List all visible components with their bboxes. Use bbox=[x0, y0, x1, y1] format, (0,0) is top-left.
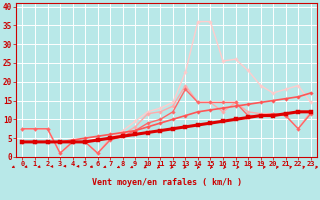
X-axis label: Vent moyen/en rafales ( km/h ): Vent moyen/en rafales ( km/h ) bbox=[92, 178, 242, 187]
